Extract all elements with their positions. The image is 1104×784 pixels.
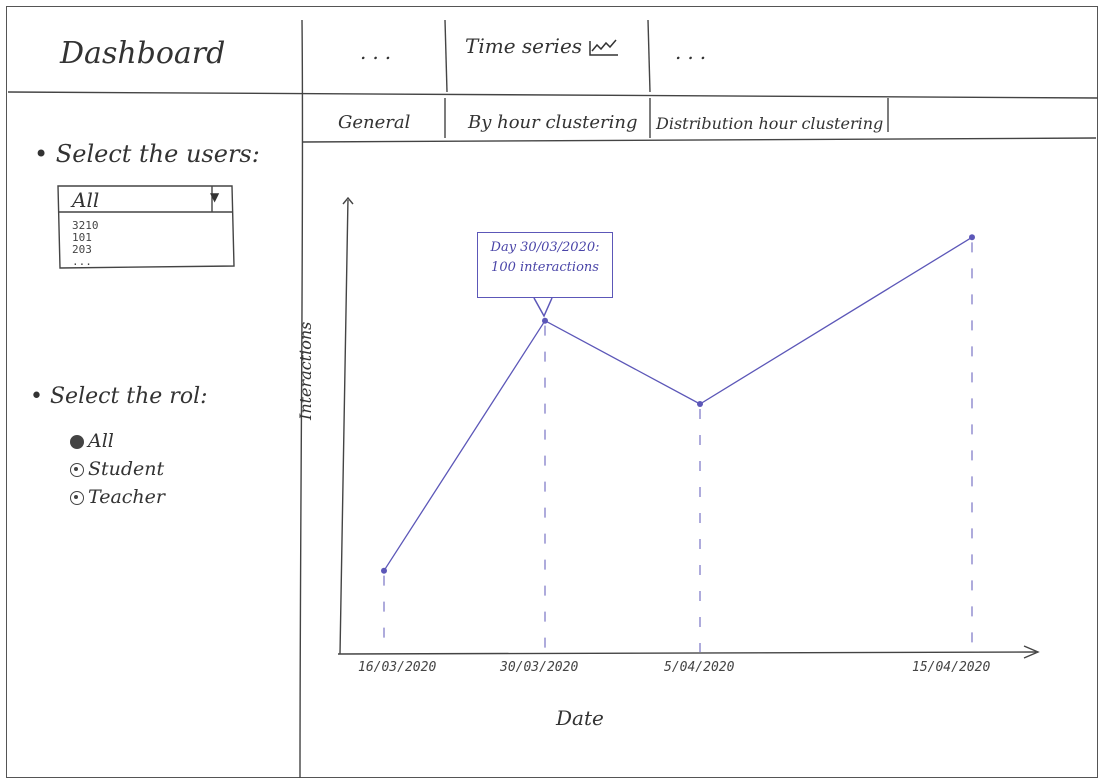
tooltip-line1: Day 30/03/2020: — [490, 240, 600, 255]
users-dropdown-value: All — [72, 188, 100, 212]
users-option[interactable]: 3210 — [72, 219, 99, 232]
users-dropdown-header[interactable]: All ▼ — [60, 186, 230, 212]
role-radio-teacher-label: Teacher — [88, 486, 165, 508]
role-radio-teacher[interactable]: Teacher — [70, 486, 165, 508]
data-point[interactable] — [542, 317, 548, 324]
data-point[interactable] — [969, 234, 975, 241]
tab-distribution-hour-clustering[interactable]: Distribution hour clustering — [656, 114, 884, 133]
x-axis — [337, 651, 1037, 655]
radio-selected-icon — [70, 435, 84, 449]
users-option[interactable]: 203 — [72, 243, 92, 256]
tooltip-line2: 100 interactions — [491, 260, 599, 275]
x-tick-label: 15/04/2020 — [912, 660, 991, 675]
users-select-label-text: Select the users: — [55, 140, 260, 168]
x-tick-label: 16/03/2020 — [358, 660, 437, 675]
users-option[interactable]: 101 — [72, 231, 92, 244]
data-point[interactable] — [697, 401, 703, 407]
data-point-tooltip: Day 30/03/2020: 100 interactions — [477, 232, 613, 298]
users-option[interactable]: ... — [72, 255, 92, 268]
users-dropdown[interactable]: All ▼ 3210 101 203 ... — [60, 186, 230, 268]
tab-time-series[interactable]: Time series — [465, 34, 620, 59]
outer-frame — [6, 6, 1098, 778]
tab-general[interactable]: General — [338, 112, 411, 133]
x-axis-label: Date — [556, 706, 604, 730]
y-axis-arrow — [342, 196, 354, 205]
role-select-label-text: Select the rol: — [49, 384, 208, 409]
tab-more-left[interactable]: ... — [360, 40, 398, 64]
x-tick-label: 5/04/2020 — [664, 660, 735, 675]
x-axis-arrow — [1023, 645, 1040, 659]
radio-icon — [70, 463, 84, 477]
role-radio-student-label: Student — [88, 458, 165, 480]
app-title: Dashboard — [60, 36, 226, 71]
tab-by-hour-clustering[interactable]: By hour clustering — [468, 112, 638, 133]
tab-more-right[interactable]: ... — [675, 40, 713, 64]
role-radio-all[interactable]: All — [70, 430, 114, 452]
users-select-label: • Select the users: — [34, 140, 260, 168]
role-radio-student[interactable]: Student — [70, 458, 164, 480]
data-point[interactable] — [381, 567, 387, 574]
x-tick-label: 30/03/2020 — [500, 660, 579, 675]
role-select-label: • Select the rol: — [30, 384, 208, 409]
line-chart-icon — [589, 39, 619, 56]
tab-time-series-label: Time series — [465, 34, 583, 58]
radio-icon — [70, 491, 84, 505]
role-radio-all-label: All — [88, 430, 114, 452]
chevron-down-icon[interactable]: ▼ — [210, 190, 220, 204]
series-line — [383, 236, 973, 572]
